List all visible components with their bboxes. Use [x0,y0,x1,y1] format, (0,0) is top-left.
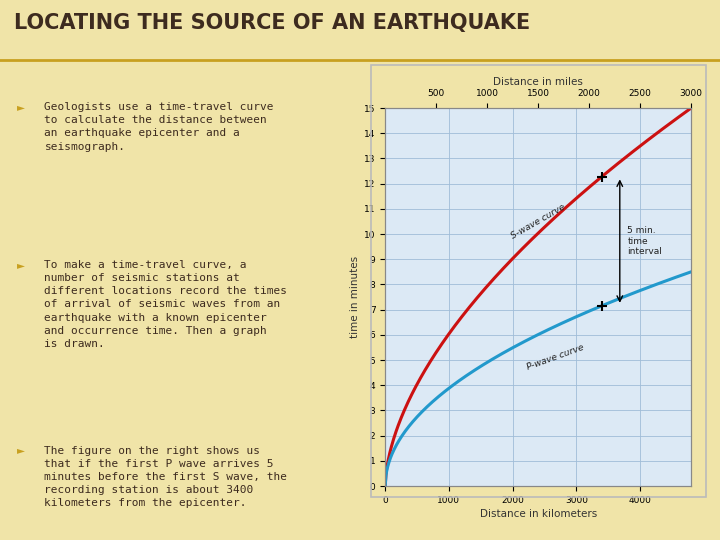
Text: Geologists use a time-travel curve
to calculate the distance between
an earthqua: Geologists use a time-travel curve to ca… [45,102,274,152]
Text: P-wave curve: P-wave curve [526,343,585,372]
Y-axis label: time in minutes: time in minutes [350,256,360,338]
Text: ►: ► [17,446,25,456]
Text: 5 min.
time
interval: 5 min. time interval [627,226,662,256]
Text: To make a time-travel curve, a
number of seismic stations at
different locations: To make a time-travel curve, a number of… [45,260,287,349]
Text: ►: ► [17,260,25,270]
Text: The figure on the right shows us
that if the first P wave arrives 5
minutes befo: The figure on the right shows us that if… [45,446,287,508]
Text: S-wave curve: S-wave curve [510,202,567,241]
X-axis label: Distance in miles: Distance in miles [493,77,583,87]
X-axis label: Distance in kilometers: Distance in kilometers [480,509,597,519]
Text: LOCATING THE SOURCE OF AN EARTHQUAKE: LOCATING THE SOURCE OF AN EARTHQUAKE [14,12,531,33]
Text: ►: ► [17,102,25,112]
